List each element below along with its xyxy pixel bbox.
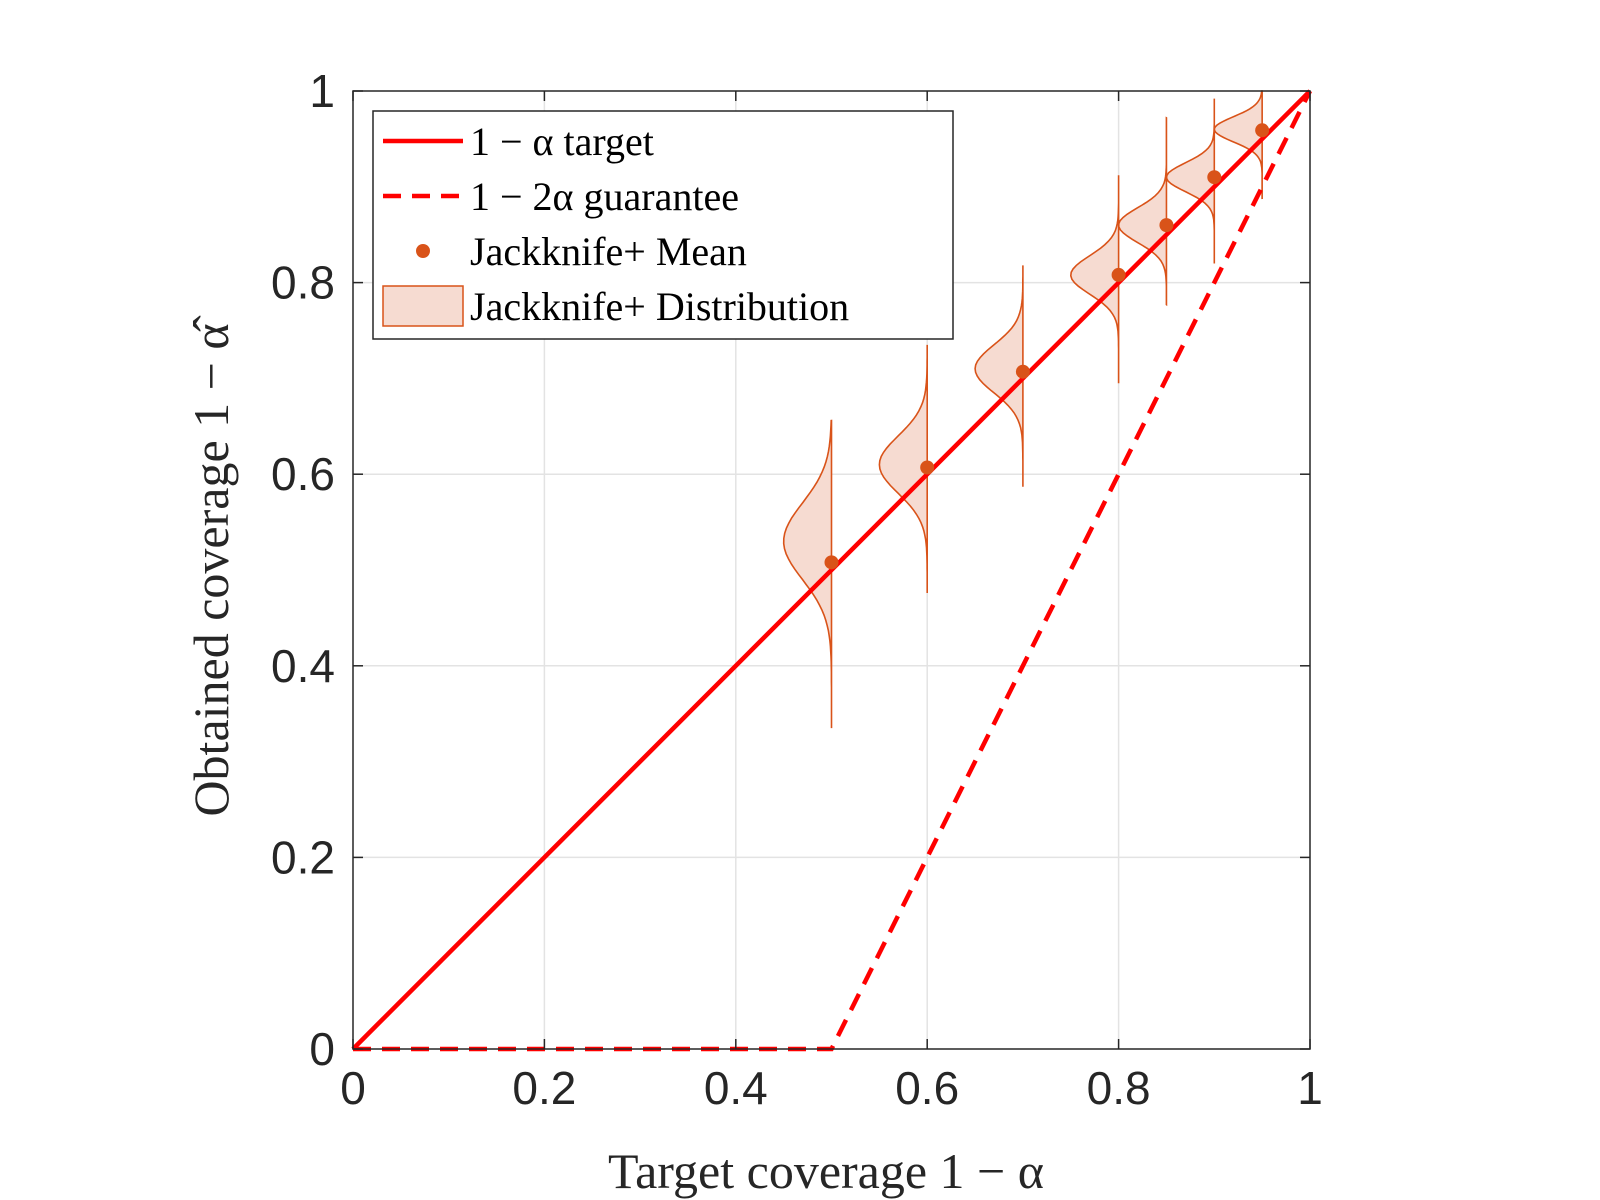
violin-6 [1213,90,1263,200]
violin-3 [1069,175,1120,384]
mean-point-0 [824,555,839,570]
mean-point-4 [1159,218,1174,233]
x-tick-label-4: 0.8 [1087,1062,1151,1114]
y-tick-label-3: 0.6 [271,448,335,500]
legend-label-0: 1 − α target [470,119,654,164]
x-tick-labels: 0 0.2 0.4 0.6 0.8 1 [340,1062,1323,1114]
y-tick-label-5: 1 [309,65,335,117]
mean-point-3 [1111,267,1126,282]
y-tick-label-4: 0.8 [271,257,335,309]
x-axis-label: Target coverage 1 − α [608,1143,1044,1199]
x-tick-label-2: 0.4 [704,1062,768,1114]
axes-box [352,90,1311,1050]
legend-label-2: Jackknife+ Mean [470,229,747,274]
mean-point-2 [1015,364,1030,379]
axes-frame [352,90,1311,1050]
y-tick-label-0: 0 [309,1023,335,1075]
x-tick-label-1: 0.2 [512,1062,576,1114]
y-axis-label: Obtained coverage 1 − α̂ [183,315,239,816]
x-tick-label-3: 0.6 [895,1062,959,1114]
violin-5 [1165,98,1216,264]
legend: 1 − α target 1 − 2α guarantee Jackknife+ M… [372,110,954,340]
legend-label-3: Jackknife+ Distribution [470,284,849,329]
mean-point-6 [1255,123,1270,138]
legend-swatch-2 [416,244,430,258]
y-tick-label-2: 0.4 [271,640,335,692]
legend-swatch-3 [382,285,464,327]
legend-label-1: 1 − 2α guarantee [470,174,739,219]
target-line [351,89,1312,1051]
point-group [824,123,1270,570]
violin-1 [878,344,928,593]
x-tick-label-5: 1 [1297,1062,1323,1114]
violin-2 [974,265,1024,487]
violin-4 [1118,116,1168,307]
violin-group [782,90,1263,729]
x-tick-label-0: 0 [340,1062,366,1114]
mean-point-5 [1207,170,1222,185]
mean-point-1 [920,460,935,475]
y-tick-label-1: 0.2 [271,831,335,883]
violin-0 [782,419,833,729]
y-tick-labels: 0 0.2 0.4 0.6 0.8 1 [271,65,335,1075]
legend-box [372,110,954,340]
